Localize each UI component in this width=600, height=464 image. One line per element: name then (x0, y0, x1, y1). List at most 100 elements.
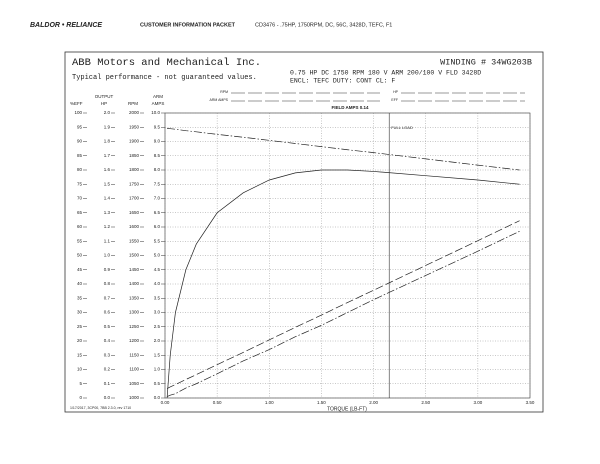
spec: 0.75 HP DC 1750 RPM 180 V ARM 200/100 V … (290, 70, 481, 77)
y-tick-label: 9.0 (154, 139, 161, 144)
field-label: EFF (391, 98, 398, 102)
y-tick-label: 1.7 (104, 153, 111, 158)
y-tick-label: 40 (77, 281, 83, 286)
y-tick-label: 1.2 (104, 224, 111, 229)
y-tick-label: 1.0 (104, 253, 111, 258)
y-tick-label: 85 (77, 153, 83, 158)
note: Typical performance - not guaranteed val… (72, 74, 257, 82)
y-tick-label: 2.0 (154, 338, 161, 343)
y-tick-label: 50 (77, 253, 83, 258)
axis-header: AMPS (152, 101, 165, 106)
sheet-border (64, 51, 544, 413)
y-tick-label: 3.5 (154, 295, 161, 300)
y-tick-label: 5 (79, 381, 82, 386)
y-tick-label: 0.5 (104, 324, 111, 329)
y-tick-label: 1250 (129, 324, 140, 329)
y-tick-label: 1350 (129, 295, 140, 300)
y-tick-label: 4.0 (154, 281, 161, 286)
y-tick-label: 1500 (129, 253, 140, 258)
y-tick-label: 1.8 (104, 139, 111, 144)
y-tick-label: 1200 (129, 338, 140, 343)
y-tick-label: 7.0 (154, 196, 161, 201)
y-tick-label: 1.1 (104, 238, 111, 243)
x-tick-label: 2.50 (421, 400, 430, 405)
field-label: ARM AMPS (210, 98, 229, 102)
axis-header: RPM (128, 101, 138, 106)
y-tick-label: 25 (77, 324, 83, 329)
y-tick-label: 1900 (129, 139, 140, 144)
y-tick-label: 1600 (129, 224, 140, 229)
x-tick-label: 1.50 (317, 400, 326, 405)
y-tick-label: 9.5 (154, 124, 161, 129)
winding: WINDING # 34WG203B (440, 57, 532, 67)
y-tick-label: 0.0 (104, 395, 111, 400)
y-tick-label: 1.5 (104, 181, 111, 186)
y-tick-label: 1.5 (154, 352, 161, 357)
y-tick-label: 70 (77, 196, 83, 201)
x-tick-label: 1.00 (265, 400, 274, 405)
axis-header: OUTPUT (95, 94, 114, 99)
y-tick-label: 3.0 (154, 310, 161, 315)
y-tick-label: 5.5 (154, 238, 161, 243)
x-tick-label: 0.00 (161, 400, 170, 405)
x-tick-label: 3.50 (526, 400, 535, 405)
y-tick-label: 75 (77, 181, 83, 186)
y-tick-label: 1550 (129, 238, 140, 243)
y-tick-label: 0 (79, 395, 82, 400)
y-tick-label: 1850 (129, 153, 140, 158)
series-line (166, 169, 520, 399)
axis-header: HP (101, 101, 107, 106)
y-tick-label: 20 (77, 338, 83, 343)
y-tick-label: 1800 (129, 167, 140, 172)
y-tick-label: 0.2 (104, 367, 111, 372)
y-tick-label: 1.0 (154, 367, 161, 372)
y-tick-label: 2000 (129, 110, 140, 115)
x-tick-label: 0.50 (213, 400, 222, 405)
field-label: HP (393, 90, 399, 94)
y-tick-label: 10 (77, 367, 83, 372)
y-tick-label: 1650 (129, 210, 140, 215)
y-tick-label: 100 (74, 110, 82, 115)
y-tick-label: 1150 (129, 352, 139, 357)
y-tick-label: 1.6 (104, 167, 111, 172)
y-tick-label: 6.5 (154, 210, 161, 215)
y-tick-label: 1750 (129, 181, 140, 186)
y-tick-label: 1450 (129, 267, 140, 272)
y-tick-label: 8.0 (154, 167, 161, 172)
field-lines (231, 92, 525, 102)
y-tick-label: 0.7 (104, 295, 111, 300)
y-tick-label: 30 (77, 310, 83, 315)
y-tick-label: 0.9 (104, 267, 111, 272)
field-amps: FIELD AMPS 0.14 (331, 105, 369, 110)
y-tick-label: 60 (77, 224, 83, 229)
series-line (166, 230, 520, 397)
y-tick-label: 8.5 (154, 153, 161, 158)
y-tick-label: 1.3 (104, 210, 111, 215)
y-tick-label: 0.3 (104, 352, 111, 357)
y-tick-label: 65 (77, 210, 83, 215)
y-tick-label: 1050 (129, 381, 140, 386)
y-tick-label: 1400 (129, 281, 140, 286)
y-tick-label: 0.6 (104, 310, 111, 315)
y-tick-label: 35 (77, 295, 83, 300)
axis-header: %EFF (70, 101, 83, 106)
y-tick-label: 1.4 (104, 196, 111, 201)
company: ABB Motors and Mechanical Inc. (72, 57, 261, 69)
footnote: 1/17/2017, 3CP00, 7BB 2.3.0, rev 1710 (70, 406, 131, 410)
y-tick-label: 7.5 (154, 181, 161, 186)
y-tick-label: 1950 (129, 124, 140, 129)
y-tick-label: 1100 (129, 367, 139, 372)
y-tick-label: 90 (77, 139, 83, 144)
y-tick-label: 45 (77, 267, 83, 272)
x-axis-label: TORQUE (LB-FT) (327, 406, 367, 412)
description: CD3476 - .75HP, 1750RPM, DC, 56C, 3428D,… (255, 22, 392, 28)
y-tick-label: 55 (77, 238, 83, 243)
y-tick-label: 80 (77, 167, 83, 172)
axis-header: ARM (153, 94, 163, 99)
x-tick-label: 2.00 (369, 400, 378, 405)
y-tick-label: 1.9 (104, 124, 111, 129)
y-tick-label: 0.8 (104, 281, 111, 286)
packet-title: CUSTOMER INFORMATION PACKET (140, 22, 236, 28)
